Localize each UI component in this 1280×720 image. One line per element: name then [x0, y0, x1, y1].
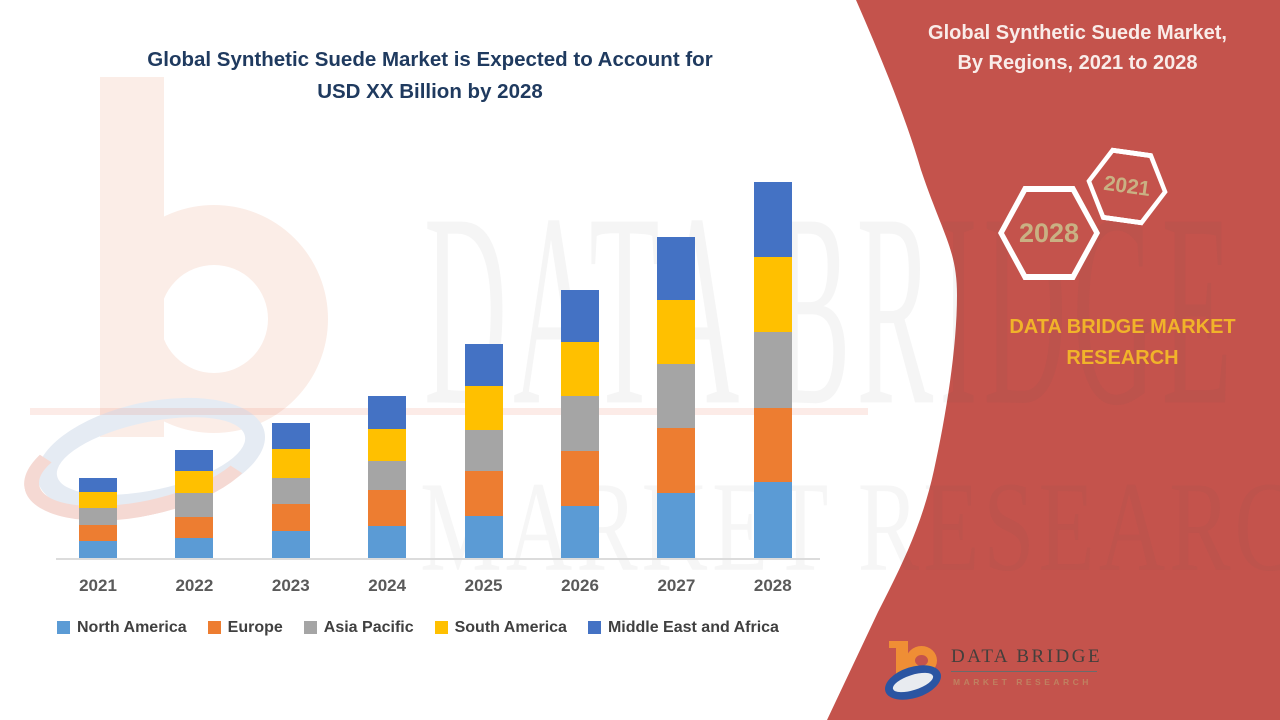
bar-segment-europe [271, 504, 310, 531]
chart-legend: North America Europe Asia Pacific South Ame… [57, 619, 779, 636]
bar-segment-north-america [464, 516, 503, 559]
bar-segment-south-america [175, 471, 214, 493]
bar-segment-middle-east-and-africa [368, 396, 407, 429]
legend-swatch-icon [57, 621, 70, 634]
x-axis-label-2021: 2021 [79, 576, 117, 595]
legend-label: Middle East and Africa [607, 619, 779, 636]
logo-tagline: MARKET RESEARCH [953, 677, 1092, 687]
x-axis-label-2027: 2027 [657, 576, 696, 595]
bar-segment-south-america [464, 386, 503, 430]
bar-segment-europe [368, 490, 407, 526]
bar-segment-asia-pacific [657, 364, 696, 428]
bar-segment-asia-pacific [753, 332, 792, 408]
legend-swatch-icon [303, 621, 317, 634]
x-axis-label-2022: 2022 [175, 576, 214, 595]
bar-segment-south-america [368, 429, 407, 461]
bar-segment-middle-east-and-africa [464, 344, 503, 386]
stacked-bar-2027 [657, 237, 696, 559]
legend-label: South America [454, 619, 567, 636]
legend-item-europe: Europe [207, 619, 283, 636]
bar-segment-europe [175, 517, 214, 538]
legend-swatch-icon [207, 621, 221, 634]
legend-label: North America [77, 619, 187, 636]
bar-segment-north-america [368, 526, 407, 559]
panel-title-line1: Global Synthetic Suede Market, [928, 22, 1227, 44]
bar-segment-north-america [271, 531, 310, 559]
bar-segment-south-america [657, 300, 696, 364]
chart-title-line2: USD XX Billion by 2028 [317, 80, 543, 103]
bar-segment-asia-pacific [175, 493, 214, 517]
x-axis-label-2024: 2024 [368, 576, 407, 595]
panel-title: Global Synthetic Suede Market, By Region… [885, 18, 1270, 78]
bar-segment-asia-pacific [464, 430, 503, 471]
stacked-bar-2026 [561, 290, 599, 559]
x-axis-label-2026: 2026 [561, 576, 599, 595]
logo-b-stem-icon [896, 641, 908, 674]
legend-item-north-america: North America [57, 619, 187, 636]
bar-segment-middle-east-and-africa [753, 182, 792, 257]
bar-segment-europe [753, 408, 792, 482]
x-axis-label-2023: 2023 [271, 576, 310, 595]
bar-segment-middle-east-and-africa [657, 237, 696, 300]
brand-wordmark-line1: DATA BRIDGE MARKET [1009, 316, 1236, 338]
bar-segment-south-america [271, 449, 310, 478]
bar-segment-asia-pacific [79, 508, 117, 525]
chart-title: Global Synthetic Suede Market is Expecte… [60, 44, 800, 108]
bar-segment-north-america [561, 506, 599, 559]
logo-company-name: DATA BRIDGE [951, 646, 1103, 667]
legend-item-middle-east-and-africa: Middle East and Africa [587, 619, 779, 636]
panel-title-line2: By Regions, 2021 to 2028 [957, 52, 1198, 74]
bar-segment-europe [657, 428, 696, 493]
x-axis-label-2028: 2028 [753, 576, 792, 595]
bar-segment-asia-pacific [561, 396, 599, 451]
stacked-bar-2022 [175, 450, 214, 559]
x-axis-line [56, 558, 820, 560]
bar-segment-middle-east-and-africa [561, 290, 599, 342]
legend-swatch-icon [587, 621, 601, 634]
bar-segment-south-america [79, 492, 117, 508]
stacked-bar-2028 [753, 182, 792, 559]
brand-wordmark: DATA BRIDGE MARKET RESEARCH [935, 312, 1280, 374]
bar-segment-north-america [753, 482, 792, 559]
bar-segment-south-america [561, 342, 599, 396]
legend-label: Europe [227, 619, 283, 636]
bar-segment-asia-pacific [368, 461, 407, 490]
bar-segment-north-america [175, 538, 214, 559]
legend-swatch-icon [434, 621, 448, 634]
chart-title-line1: Global Synthetic Suede Market is Expecte… [147, 48, 713, 71]
stacked-bar-2021 [79, 478, 117, 559]
bar-segment-north-america [657, 493, 696, 559]
stacked-bar-2024 [368, 396, 407, 559]
bar-segment-asia-pacific [271, 478, 310, 504]
x-axis-label-2025: 2025 [464, 576, 503, 595]
stacked-bar-2025 [464, 344, 503, 559]
bar-segment-south-america [753, 257, 792, 332]
legend-item-south-america: South America [434, 619, 567, 636]
bar-segment-middle-east-and-africa [175, 450, 214, 471]
bar-segment-middle-east-and-africa [271, 423, 310, 449]
legend-item-asia-pacific: Asia Pacific [303, 619, 414, 636]
bar-segment-europe [79, 525, 117, 541]
watermark-line1: DATA BRIDGE [424, 157, 1238, 463]
background-accent-band [30, 408, 868, 415]
logo-underline [951, 671, 1097, 672]
stacked-bar-2023 [271, 423, 310, 559]
brand-wordmark-line2: RESEARCH [1066, 347, 1179, 369]
hexagon-2021: 2021 [1081, 145, 1172, 229]
legend-label: Asia Pacific [323, 619, 414, 636]
bar-segment-europe [561, 451, 599, 506]
bar-segment-europe [464, 471, 503, 516]
hexagon-2028: 2028 [998, 186, 1100, 280]
bar-segment-north-america [79, 541, 117, 559]
bar-segment-middle-east-and-africa [79, 478, 117, 492]
